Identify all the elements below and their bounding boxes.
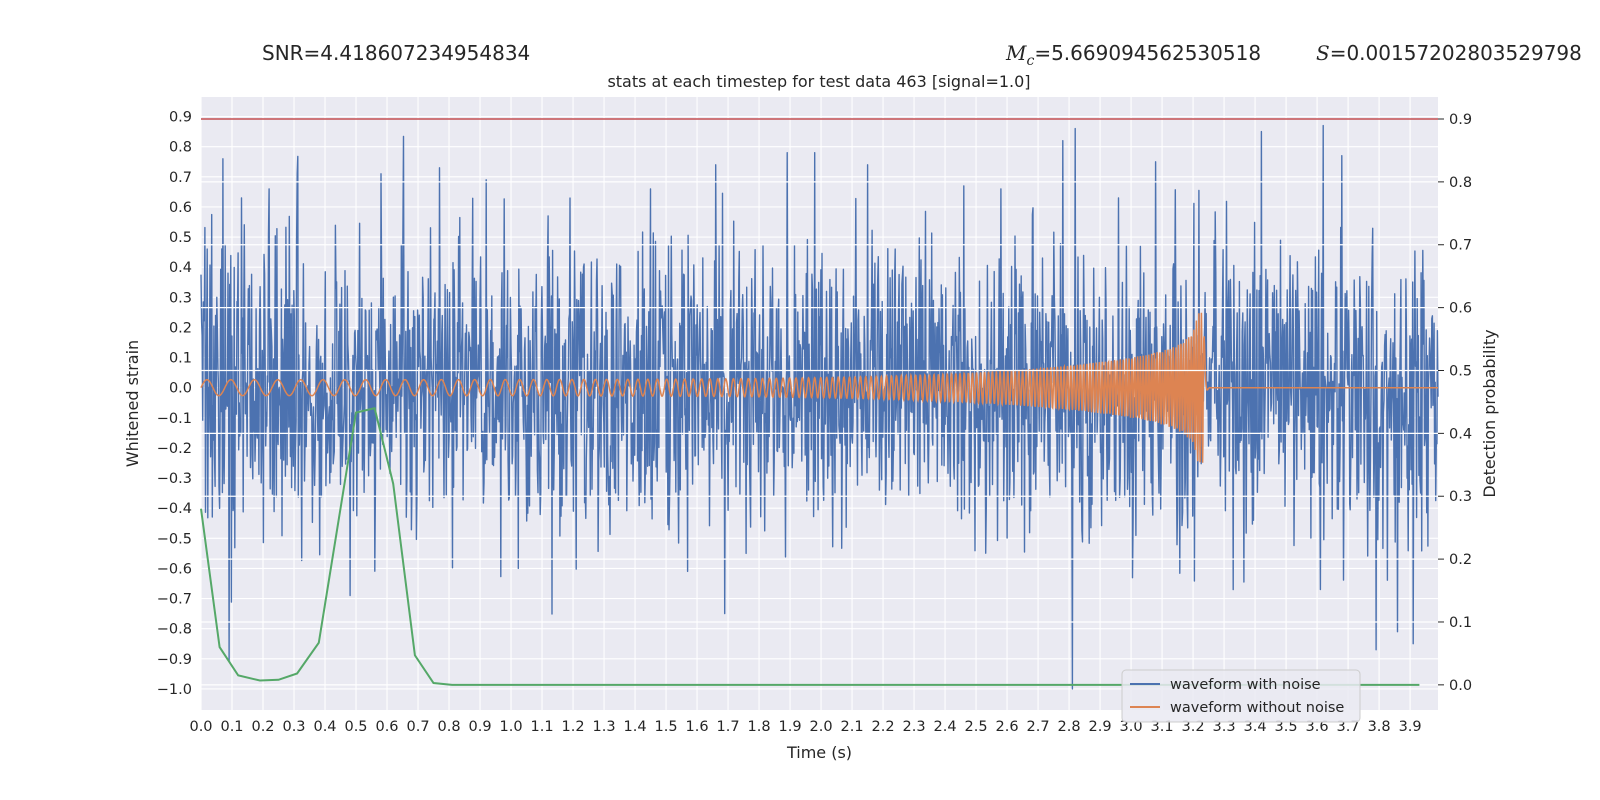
y-left-tick-label: 0.2 bbox=[169, 320, 192, 336]
x-tick-label: 1.4 bbox=[624, 719, 647, 735]
x-tick-label: 2.6 bbox=[996, 719, 1019, 735]
y-left-tick-label: 0.6 bbox=[169, 200, 192, 216]
y-right-tick-label: 0.8 bbox=[1449, 175, 1472, 191]
x-tick-label: 3.4 bbox=[1244, 719, 1267, 735]
x-tick-label: 3.2 bbox=[1182, 719, 1205, 735]
x-tick-label: 0.0 bbox=[189, 719, 212, 735]
chirp-mass-value: =5.669094562530518 bbox=[1034, 41, 1262, 65]
x-tick-label: 0.2 bbox=[251, 719, 274, 735]
y-left-tick-label: −0.8 bbox=[157, 622, 192, 638]
chirp-mass-subscript: c bbox=[1026, 53, 1035, 69]
x-tick-label: 2.7 bbox=[1027, 719, 1050, 735]
y-left-tick-label: 0.1 bbox=[169, 351, 192, 367]
waveform-without-noise-line bbox=[200, 312, 1438, 463]
x-tick-label: 3.5 bbox=[1275, 719, 1298, 735]
x-tick-label: 3.0 bbox=[1120, 719, 1143, 735]
y-left-tick-label: 0.8 bbox=[169, 140, 192, 156]
y-left-tick-label: −0.9 bbox=[157, 652, 192, 668]
x-tick-label: 0.1 bbox=[220, 719, 243, 735]
y-right-tick-label: 0.0 bbox=[1449, 678, 1472, 694]
y-left-tick-label: 0.7 bbox=[169, 170, 192, 186]
x-tick-label: 1.2 bbox=[561, 719, 584, 735]
y-left-tick-label: −0.6 bbox=[157, 561, 192, 577]
x-tick-label: 1.9 bbox=[779, 719, 802, 735]
x-tick-label: 1.3 bbox=[593, 719, 616, 735]
x-tick-label: 0.5 bbox=[344, 719, 367, 735]
series-layer bbox=[200, 118, 1439, 690]
y-right-tick-label: 0.5 bbox=[1449, 363, 1472, 379]
y-right-tick-label: 0.2 bbox=[1449, 552, 1472, 568]
x-tick-label: 0.6 bbox=[375, 719, 398, 735]
x-tick-label: 0.9 bbox=[468, 719, 491, 735]
y-right-tick-label: 0.6 bbox=[1449, 301, 1472, 317]
x-tick-label: 3.9 bbox=[1399, 719, 1422, 735]
x-tick-label: 3.3 bbox=[1213, 719, 1236, 735]
x-tick-label: 0.7 bbox=[406, 719, 429, 735]
y-left-tick-label: −0.4 bbox=[157, 501, 192, 517]
x-tick-label: 1.6 bbox=[686, 719, 709, 735]
y-right-tick-label: 0.3 bbox=[1449, 489, 1472, 505]
x-tick-label: 2.2 bbox=[872, 719, 895, 735]
y-right-tick-label: 0.7 bbox=[1449, 238, 1472, 254]
y-left-tick-label: −0.5 bbox=[157, 531, 192, 547]
x-tick-label: 3.1 bbox=[1151, 719, 1174, 735]
x-tick-label: 1.5 bbox=[655, 719, 678, 735]
y-left-tick-label: −0.2 bbox=[157, 441, 192, 457]
chirp-mass-symbol: M bbox=[1006, 41, 1027, 65]
s-label: S=0.00157202803529798 bbox=[1316, 41, 1582, 65]
y-left-tick-label: 0.3 bbox=[169, 290, 192, 306]
axis-ticks: 0.0 0.1 0.2 0.3 0.4 0.5 0.6 0.7 0.8 0.9 1.0 1.1 1.2 1… bbox=[157, 110, 1472, 735]
x-tick-label: 3.7 bbox=[1337, 719, 1360, 735]
legend-label: waveform with noise bbox=[1170, 677, 1321, 693]
x-tick-label: 2.1 bbox=[841, 719, 864, 735]
x-tick-label: 2.3 bbox=[903, 719, 926, 735]
s-symbol: S bbox=[1316, 41, 1330, 65]
legend-box bbox=[1121, 669, 1361, 723]
x-tick-label: 3.8 bbox=[1368, 719, 1391, 735]
legend-label: waveform without noise bbox=[1170, 700, 1344, 716]
s-value: =0.00157202803529798 bbox=[1329, 41, 1582, 65]
x-tick-label: 1.7 bbox=[717, 719, 740, 735]
y-right-tick-label: 0.1 bbox=[1449, 615, 1472, 631]
x-tick-label: 0.4 bbox=[313, 719, 336, 735]
y-left-tick-label: 0.4 bbox=[169, 260, 192, 276]
x-tick-label: 0.3 bbox=[282, 719, 305, 735]
y-left-tick-label: −1.0 bbox=[157, 682, 192, 698]
x-tick-label: 1.1 bbox=[530, 719, 553, 735]
x-tick-label: 2.9 bbox=[1089, 719, 1112, 735]
y-left-tick-label: −0.3 bbox=[157, 471, 192, 487]
y-axis-right-label: Detection probability bbox=[1480, 329, 1499, 497]
chirp-mass-label: Mc=5.669094562530518 bbox=[1006, 41, 1261, 69]
y-left-tick-label: 0.0 bbox=[169, 381, 192, 397]
x-tick-label: 3.6 bbox=[1306, 719, 1329, 735]
x-tick-label: 0.8 bbox=[437, 719, 460, 735]
y-left-tick-label: −0.7 bbox=[157, 592, 192, 608]
y-axis-left-label: Whitened strain bbox=[123, 340, 142, 467]
y-right-tick-label: 0.9 bbox=[1449, 112, 1472, 128]
x-tick-label: 2.5 bbox=[965, 719, 988, 735]
detection-probability-line bbox=[200, 406, 1420, 686]
x-tick-label: 2.4 bbox=[934, 719, 957, 735]
y-left-tick-label: −0.1 bbox=[157, 411, 192, 427]
y-left-tick-label: 0.9 bbox=[169, 110, 192, 126]
legend: waveform with noise waveform without nois… bbox=[1121, 669, 1361, 723]
x-tick-label: 1.0 bbox=[499, 719, 522, 735]
snr-label: SNR=4.418607234954834 bbox=[262, 41, 531, 65]
x-axis-label: Time (s) bbox=[786, 743, 852, 762]
chart-title: stats at each timestep for test data 463… bbox=[607, 72, 1031, 91]
x-tick-label: 2.0 bbox=[810, 719, 833, 735]
y-right-tick-label: 0.4 bbox=[1449, 426, 1472, 442]
y-left-tick-label: 0.5 bbox=[169, 230, 192, 246]
x-tick-label: 1.8 bbox=[748, 719, 771, 735]
waveform-with-noise-line bbox=[200, 124, 1439, 690]
x-tick-label: 2.8 bbox=[1058, 719, 1081, 735]
